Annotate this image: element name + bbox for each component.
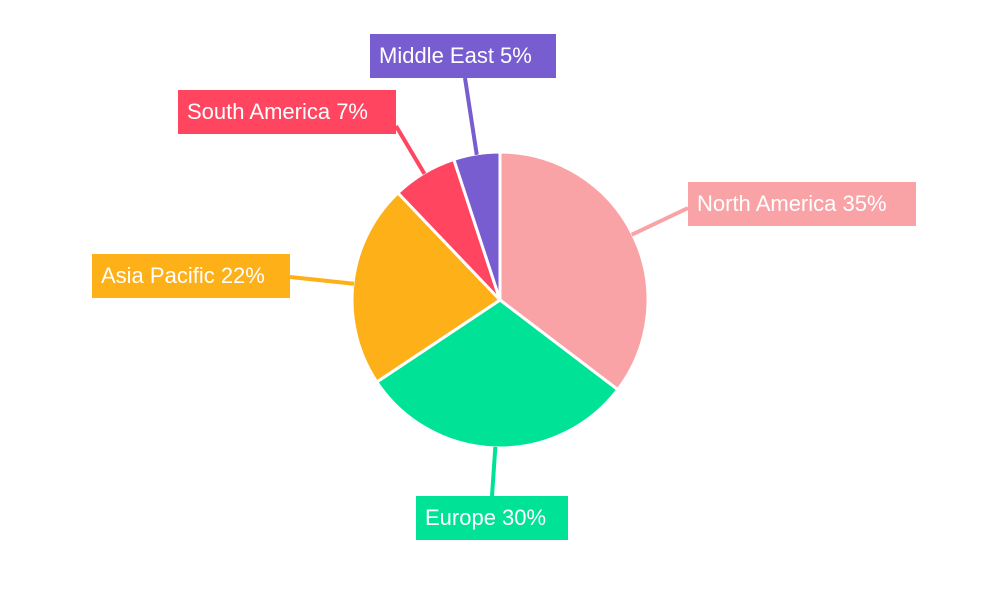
data-label: Middle East 5% xyxy=(370,34,556,78)
data-label: Asia Pacific 22% xyxy=(92,254,290,298)
data-label: South America 7% xyxy=(178,90,396,134)
leader-line xyxy=(289,275,355,286)
leader-line xyxy=(490,446,498,497)
data-label: North America 35% xyxy=(688,182,916,226)
leader-line xyxy=(394,124,427,175)
leader-line xyxy=(463,77,479,156)
leader-line xyxy=(630,206,689,237)
data-label: Europe 30% xyxy=(416,496,568,540)
